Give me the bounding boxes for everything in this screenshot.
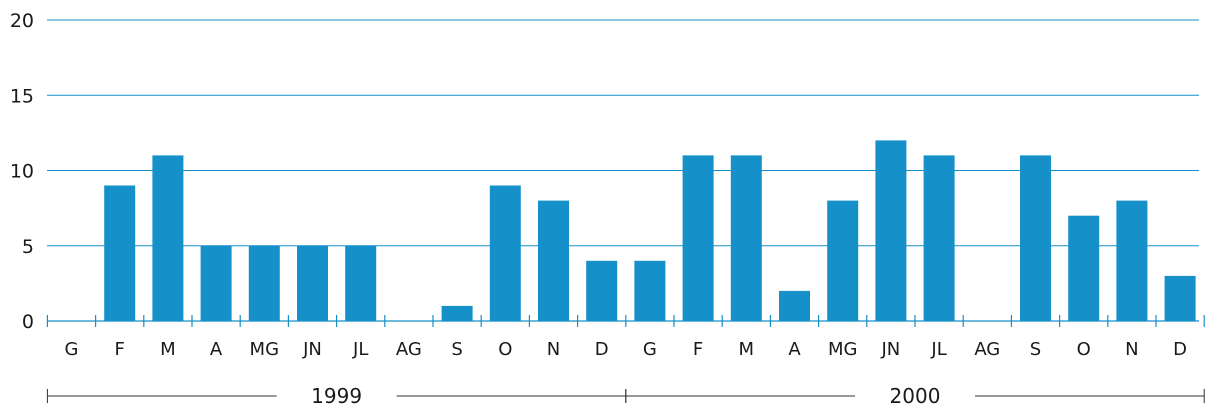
x-tick-label: O: [1077, 339, 1091, 360]
year-label: 1999: [311, 384, 362, 408]
bar: [779, 290, 810, 321]
grid-layer: [47, 19, 1199, 247]
bar: [104, 185, 136, 321]
bar: [248, 245, 280, 322]
x-tick-label: JL: [352, 339, 368, 360]
bar: [489, 185, 521, 321]
bar: [538, 200, 569, 321]
x-tick-label: A: [788, 339, 801, 360]
bar: [297, 245, 328, 322]
x-tick-label: AG: [396, 339, 422, 360]
x-tick-label: A: [210, 339, 223, 360]
bar: [1068, 215, 1100, 321]
bar: [345, 245, 377, 322]
year-axis: 1999 2000: [46, 384, 1205, 408]
x-tick-label: JN: [302, 339, 322, 360]
y-tick-label: 10: [10, 161, 34, 183]
x-tick-labels: G F M A MG JN JL AG S O N D G F M A MG JN JL AG S O N D: [65, 339, 1188, 360]
bar: [682, 155, 714, 321]
bar: [1164, 275, 1196, 321]
bar: [730, 155, 762, 321]
year-label: 2000: [890, 384, 941, 408]
bar: [875, 140, 907, 321]
x-tick-label: F: [115, 339, 125, 360]
bar: [586, 260, 618, 321]
x-tick-label: G: [643, 339, 657, 360]
bar: [441, 305, 473, 321]
y-tick-label: 0: [22, 311, 34, 333]
y-tick-label: 20: [10, 10, 34, 32]
bar: [1020, 155, 1051, 321]
x-axis: [46, 315, 1205, 327]
x-tick-label: N: [547, 339, 560, 360]
bars-layer: [104, 140, 1196, 322]
x-tick-label: JL: [930, 339, 946, 360]
bar: [152, 155, 184, 321]
x-tick-label: JN: [881, 339, 901, 360]
y-tick-label: 15: [10, 85, 34, 107]
bar: [634, 260, 666, 321]
x-tick-label: G: [65, 339, 79, 360]
x-tick-label: MG: [828, 339, 857, 360]
x-tick-label: D: [595, 339, 609, 360]
x-tick-label: S: [1030, 339, 1041, 360]
y-tick-labels: 0 5 10 15 20: [10, 10, 34, 333]
x-tick-label: D: [1173, 339, 1187, 360]
x-tick-label: N: [1125, 339, 1138, 360]
x-tick-label: F: [693, 339, 703, 360]
x-tick-label: M: [739, 339, 755, 360]
y-tick-label: 5: [22, 236, 34, 258]
x-tick-label: AG: [974, 339, 1000, 360]
x-tick-label: MG: [250, 339, 279, 360]
bar: [923, 155, 955, 321]
bar: [827, 200, 859, 321]
bar: [1116, 200, 1148, 321]
x-tick-label: M: [160, 339, 176, 360]
x-tick-label: O: [498, 339, 512, 360]
bar: [200, 245, 232, 322]
x-tick-label: S: [451, 339, 462, 360]
